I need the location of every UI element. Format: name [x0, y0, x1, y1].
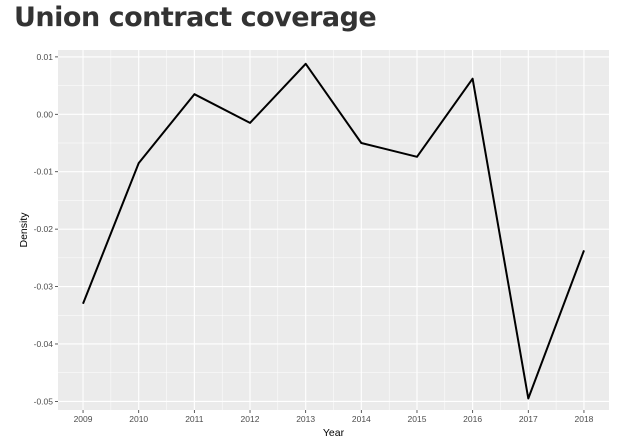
y-tick-label: -0.02: [34, 224, 54, 234]
y-axis-ticks: 0.01 0.00 -0.01 -0.02 -0.03 -0.04 -0.05: [34, 52, 58, 406]
major-gridlines: [58, 50, 609, 410]
x-axis-title: Year: [323, 427, 345, 439]
y-tick-label: 0.00: [36, 109, 53, 119]
y-tick-label: 0.01: [36, 52, 53, 62]
x-tick-label: 2013: [296, 414, 315, 424]
series-line: [82, 62, 585, 400]
x-tick-label: 2018: [574, 414, 593, 424]
minor-gridlines: [58, 50, 609, 410]
y-tick-label: -0.01: [34, 167, 54, 177]
chart-title: Union contract coverage: [14, 2, 377, 33]
x-tick-label: 2012: [241, 414, 260, 424]
y-tick-label: -0.05: [34, 396, 54, 406]
y-axis-title: Density: [18, 212, 30, 248]
x-axis-ticks: 2009 2010 2011 2012 2013 2014 2015 2016 2017 2018: [74, 410, 594, 424]
x-tick-label: 2015: [408, 414, 427, 424]
y-tick-label: -0.04: [34, 339, 54, 349]
x-tick-label: 2009: [74, 414, 93, 424]
series-group: [82, 62, 585, 400]
x-tick-label: 2011: [185, 414, 204, 424]
x-tick-label: 2016: [463, 414, 482, 424]
x-tick-label: 2014: [352, 414, 371, 424]
y-tick-label: -0.03: [34, 282, 54, 292]
x-tick-label: 2017: [519, 414, 538, 424]
x-tick-label: 2010: [129, 414, 148, 424]
